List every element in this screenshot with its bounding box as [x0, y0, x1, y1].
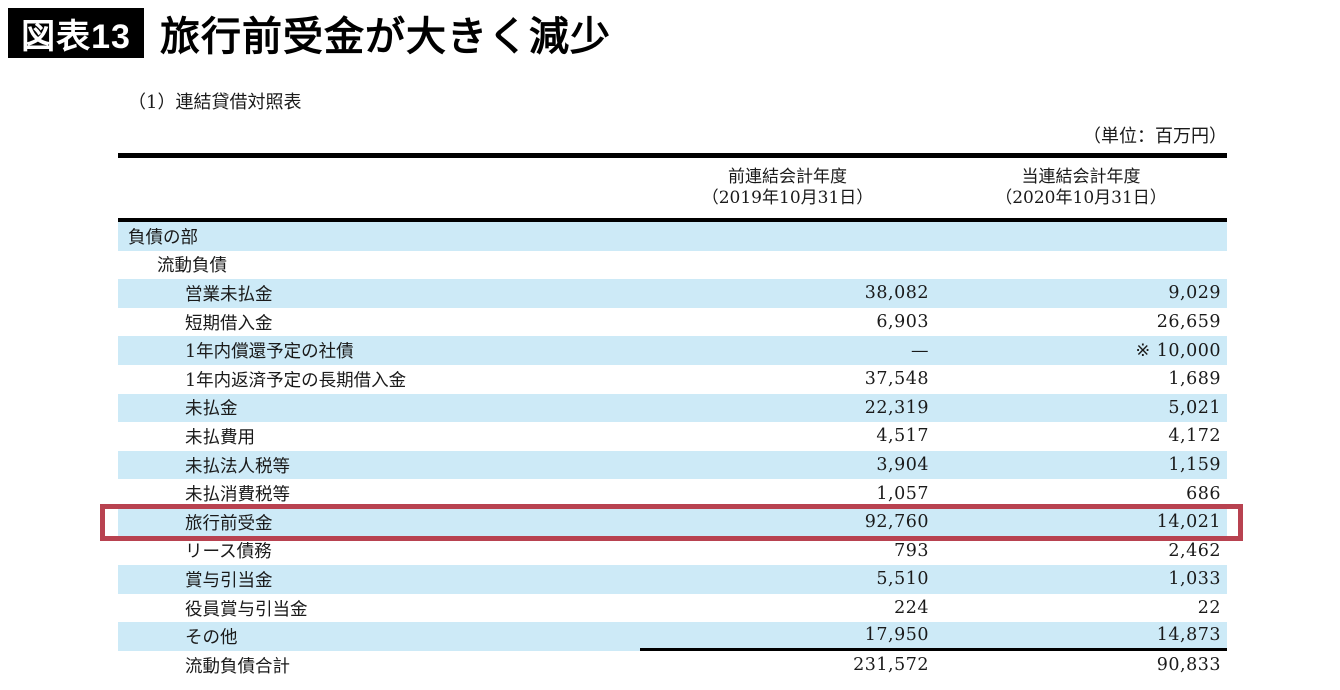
table-row: リース債務 793 2,462 [118, 537, 1227, 566]
unit-note: （単位：百万円） [1083, 126, 1227, 147]
column-header-prev-year-line2: （2019年10月31日） [701, 188, 874, 208]
row-label: 未払法人税等 [185, 456, 290, 477]
row-label: 未払費用 [185, 427, 255, 448]
prev-year-value: 17,950 [640, 622, 935, 651]
table-row: 未払金 22,319 5,021 [118, 393, 1227, 423]
table-row: 未払消費税等 1,057 686 [118, 479, 1227, 508]
current-year-value: 2,462 [1168, 540, 1221, 561]
table-row: 役員賞与引当金 224 22 [118, 594, 1227, 623]
current-year-value: 1,033 [1168, 569, 1221, 590]
row-label: 流動負債合計 [185, 656, 290, 677]
prev-year-value: 3,904 [876, 455, 929, 476]
prev-year-value: 5,510 [876, 569, 929, 590]
current-year-value: 5,021 [1168, 397, 1221, 418]
row-label: リース債務 [185, 542, 272, 563]
table-row: 1年内返済予定の長期借入金 37,548 1,689 [118, 365, 1227, 394]
table-row-highlighted: 旅行前受金 92,760 14,021 [118, 507, 1227, 537]
figure-badge: 図表13 [8, 8, 144, 58]
table-row: 負債の部 [118, 222, 1227, 251]
row-label: 流動負債 [157, 256, 227, 277]
current-year-value: 26,659 [1156, 312, 1221, 333]
column-header-prev-year: 前連結会計年度 （2019年10月31日） [640, 167, 935, 209]
row-label: 短期借入金 [185, 313, 273, 334]
row-label: 賞与引当金 [185, 570, 273, 591]
current-year-value: 22 [1197, 598, 1221, 619]
row-label: 旅行前受金 [185, 513, 273, 534]
current-year-value: 1,159 [1168, 455, 1221, 476]
row-label: 1年内償還予定の社債 [185, 342, 354, 363]
balance-sheet-table: 前連結会計年度 （2019年10月31日） 当連結会計年度 （2020年10月3… [118, 153, 1227, 680]
table-row: その他 17,950 14,873 [118, 622, 1227, 651]
table-top-rule [118, 153, 1227, 158]
figure-title: 旅行前受金が大きく減少 [160, 15, 611, 59]
table-column-headers: 前連結会計年度 （2019年10月31日） 当連結会計年度 （2020年10月3… [118, 158, 1227, 218]
table-row: 短期借入金 6,903 26,659 [118, 308, 1227, 337]
figure-badge-label: 図表13 [21, 17, 131, 56]
current-year-value: 1,689 [1168, 369, 1221, 390]
doc-subtitle: （1）連結貸借対照表 [128, 92, 302, 113]
table-header-rule [118, 218, 1227, 222]
prev-year-value: 6,903 [876, 312, 929, 333]
current-year-value: 14,873 [935, 622, 1227, 651]
prev-year-value: 37,548 [864, 369, 929, 390]
current-year-value: 90,833 [1156, 655, 1221, 676]
row-label: 1年内返済予定の長期借入金 [185, 370, 407, 391]
column-header-current-year: 当連結会計年度 （2020年10月31日） [935, 167, 1227, 209]
column-header-current-year-line2: （2020年10月31日） [995, 188, 1167, 208]
row-label: 未払金 [185, 399, 238, 420]
row-label: 未払消費税等 [185, 485, 290, 506]
row-label: その他 [185, 628, 238, 649]
table-row: 未払法人税等 3,904 1,159 [118, 450, 1227, 480]
row-label: 役員賞与引当金 [185, 599, 308, 620]
column-header-current-year-line1: 当連結会計年度 [1021, 167, 1141, 187]
prev-year-value: 793 [894, 540, 929, 561]
current-year-value: 14,021 [1156, 512, 1221, 533]
current-year-value: 4,172 [1168, 426, 1221, 447]
current-year-value: 686 [1186, 483, 1221, 504]
prev-year-value: 1,057 [876, 483, 929, 504]
prev-year-value: — [911, 340, 929, 361]
prev-year-value: 231,572 [853, 655, 929, 676]
prev-year-value: 92,760 [864, 512, 929, 533]
current-year-value: ※ 10,000 [1135, 340, 1221, 361]
prev-year-value: 224 [894, 598, 929, 619]
row-label: 営業未払金 [185, 284, 273, 305]
prev-year-value: 22,319 [864, 397, 929, 418]
table-rows: 負債の部流動負債営業未払金 38,082 9,029 短期借入金 6,903 26,659… [118, 222, 1227, 680]
row-label: 負債の部 [128, 227, 198, 248]
prev-year-value: 38,082 [864, 283, 929, 304]
current-year-value: 9,029 [1168, 283, 1221, 304]
table-row: 営業未払金 38,082 9,029 [118, 279, 1227, 308]
prev-year-value: 4,517 [876, 426, 929, 447]
table-row: 流動負債合計 231,572 90,833 [118, 651, 1227, 680]
table-row: 未払費用 4,517 4,172 [118, 422, 1227, 451]
table-row: 賞与引当金 5,510 1,033 [118, 565, 1227, 594]
column-header-prev-year-line1: 前連結会計年度 [728, 167, 847, 187]
table-row: 1年内償還予定の社債 — ※ 10,000 [118, 336, 1227, 365]
table-row: 流動負債 [118, 251, 1227, 280]
